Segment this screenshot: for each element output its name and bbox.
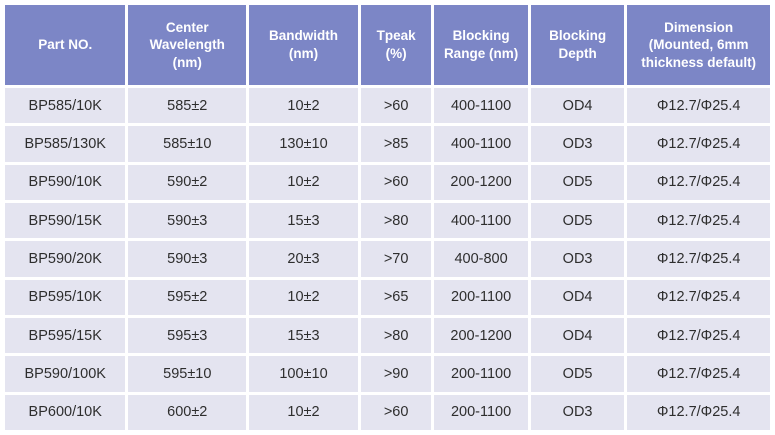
cell-tpeak: >60 xyxy=(360,394,432,430)
cell-bandwidth: 10±2 xyxy=(249,88,358,124)
cell-center-wavelength: 590±3 xyxy=(128,202,247,239)
table-row: BP585/10K 585±2 10±2 >60 400-1100 OD4 Φ1… xyxy=(5,88,770,124)
cell-dimension: Φ12.7/Φ25.4 xyxy=(627,88,770,124)
cell-dimension: Φ12.7/Φ25.4 xyxy=(627,356,770,392)
cell-blocking-depth: OD4 xyxy=(530,279,625,315)
col-header-blocking-range: Blocking Range (nm) xyxy=(434,5,528,85)
cell-part-no: BP585/130K xyxy=(5,126,126,162)
cell-blocking-range: 200-1100 xyxy=(434,394,528,430)
cell-center-wavelength: 590±3 xyxy=(128,241,247,277)
col-header-center-wavelength: Center Wavelength (nm) xyxy=(128,5,247,85)
cell-dimension: Φ12.7/Φ25.4 xyxy=(627,394,770,430)
cell-center-wavelength: 585±2 xyxy=(128,88,247,124)
col-header-tpeak: Tpeak (%) xyxy=(360,5,432,85)
cell-tpeak: >80 xyxy=(360,317,432,354)
col-header-blocking-depth: Blocking Depth xyxy=(530,5,625,85)
cell-center-wavelength: 600±2 xyxy=(128,394,247,430)
cell-blocking-depth: OD5 xyxy=(530,164,625,200)
col-header-dimension: Dimension (Mounted, 6mm thickness defaul… xyxy=(627,5,770,85)
cell-bandwidth: 130±10 xyxy=(249,126,358,162)
cell-dimension: Φ12.7/Φ25.4 xyxy=(627,126,770,162)
cell-blocking-range: 200-1100 xyxy=(434,279,528,315)
cell-bandwidth: 10±2 xyxy=(249,164,358,200)
cell-part-no: BP590/10K xyxy=(5,164,126,200)
cell-blocking-range: 200-1200 xyxy=(434,164,528,200)
cell-center-wavelength: 595±10 xyxy=(128,356,247,392)
cell-blocking-depth: OD5 xyxy=(530,202,625,239)
col-header-part-no: Part NO. xyxy=(5,5,126,85)
cell-dimension: Φ12.7/Φ25.4 xyxy=(627,317,770,354)
cell-dimension: Φ12.7/Φ25.4 xyxy=(627,279,770,315)
cell-blocking-depth: OD3 xyxy=(530,394,625,430)
cell-bandwidth: 100±10 xyxy=(249,356,358,392)
cell-center-wavelength: 590±2 xyxy=(128,164,247,200)
cell-blocking-range: 400-1100 xyxy=(434,126,528,162)
cell-bandwidth: 10±2 xyxy=(249,394,358,430)
cell-blocking-depth: OD4 xyxy=(530,317,625,354)
cell-center-wavelength: 595±2 xyxy=(128,279,247,315)
cell-tpeak: >60 xyxy=(360,88,432,124)
cell-blocking-depth: OD4 xyxy=(530,88,625,124)
cell-blocking-depth: OD3 xyxy=(530,241,625,277)
col-header-bandwidth: Bandwidth (nm) xyxy=(249,5,358,85)
table-row: BP600/10K 600±2 10±2 >60 200-1100 OD3 Φ1… xyxy=(5,394,770,430)
cell-part-no: BP600/10K xyxy=(5,394,126,430)
table-row: BP585/130K 585±10 130±10 >85 400-1100 OD… xyxy=(5,126,770,162)
cell-blocking-depth: OD5 xyxy=(530,356,625,392)
cell-blocking-range: 400-1100 xyxy=(434,202,528,239)
cell-blocking-depth: OD3 xyxy=(530,126,625,162)
cell-part-no: BP595/10K xyxy=(5,279,126,315)
cell-tpeak: >90 xyxy=(360,356,432,392)
cell-tpeak: >65 xyxy=(360,279,432,315)
cell-blocking-range: 400-1100 xyxy=(434,88,528,124)
header-row: Part NO. Center Wavelength (nm) Bandwidt… xyxy=(5,5,770,85)
cell-bandwidth: 15±3 xyxy=(249,317,358,354)
cell-dimension: Φ12.7/Φ25.4 xyxy=(627,241,770,277)
cell-tpeak: >60 xyxy=(360,164,432,200)
cell-dimension: Φ12.7/Φ25.4 xyxy=(627,202,770,239)
cell-part-no: BP590/20K xyxy=(5,241,126,277)
table-row: BP590/15K 590±3 15±3 >80 400-1100 OD5 Φ1… xyxy=(5,202,770,239)
cell-dimension: Φ12.7/Φ25.4 xyxy=(627,164,770,200)
cell-part-no: BP595/15K xyxy=(5,317,126,354)
table-row: BP590/20K 590±3 20±3 >70 400-800 OD3 Φ12… xyxy=(5,241,770,277)
cell-center-wavelength: 585±10 xyxy=(128,126,247,162)
cell-bandwidth: 15±3 xyxy=(249,202,358,239)
cell-blocking-range: 200-1100 xyxy=(434,356,528,392)
cell-tpeak: >70 xyxy=(360,241,432,277)
cell-bandwidth: 20±3 xyxy=(249,241,358,277)
table-row: BP590/100K 595±10 100±10 >90 200-1100 OD… xyxy=(5,356,770,392)
cell-tpeak: >80 xyxy=(360,202,432,239)
table-row: BP595/15K 595±3 15±3 >80 200-1200 OD4 Φ1… xyxy=(5,317,770,354)
cell-bandwidth: 10±2 xyxy=(249,279,358,315)
cell-blocking-range: 200-1200 xyxy=(434,317,528,354)
cell-tpeak: >85 xyxy=(360,126,432,162)
cell-blocking-range: 400-800 xyxy=(434,241,528,277)
cell-center-wavelength: 595±3 xyxy=(128,317,247,354)
cell-part-no: BP590/100K xyxy=(5,356,126,392)
cell-part-no: BP590/15K xyxy=(5,202,126,239)
cell-part-no: BP585/10K xyxy=(5,88,126,124)
table-row: BP590/10K 590±2 10±2 >60 200-1200 OD5 Φ1… xyxy=(5,164,770,200)
table-row: BP595/10K 595±2 10±2 >65 200-1100 OD4 Φ1… xyxy=(5,279,770,315)
